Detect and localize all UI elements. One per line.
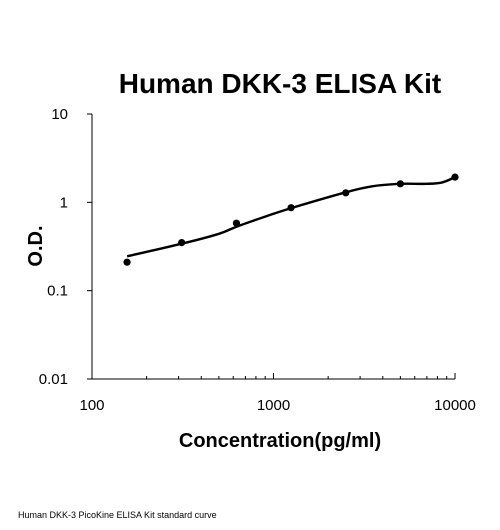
x-tick-label: 10000 [434,397,476,414]
axes [91,114,455,380]
x-tick-label: 1000 [257,397,290,414]
fit-curve-line [126,175,456,258]
data-point [287,204,295,212]
data-points [123,173,459,266]
x-tick-label: 100 [79,397,104,414]
data-point [123,258,131,266]
y-tick-label: 0.01 [39,371,68,388]
y-tick-label: 10 [51,106,68,123]
data-point [396,180,404,188]
data-point [178,239,186,247]
y-tick-label: 0.1 [47,283,68,300]
data-point [451,173,459,181]
figure-caption: Human DKK-3 PicoKine ELISA Kit standard … [18,510,217,520]
chart-title: Human DKK-3 ELISA Kit [119,68,442,99]
y-axis-title: O.D. [25,225,47,266]
y-axis-ticks: 0.01 0.1 1 10 [39,106,92,388]
x-axis-title: Concentration(pg/ml) [179,430,381,452]
y-tick-label: 1 [60,194,68,211]
x-axis-ticks: 100 1000 10000 [79,373,476,414]
data-point [232,219,241,227]
data-point [342,189,350,197]
